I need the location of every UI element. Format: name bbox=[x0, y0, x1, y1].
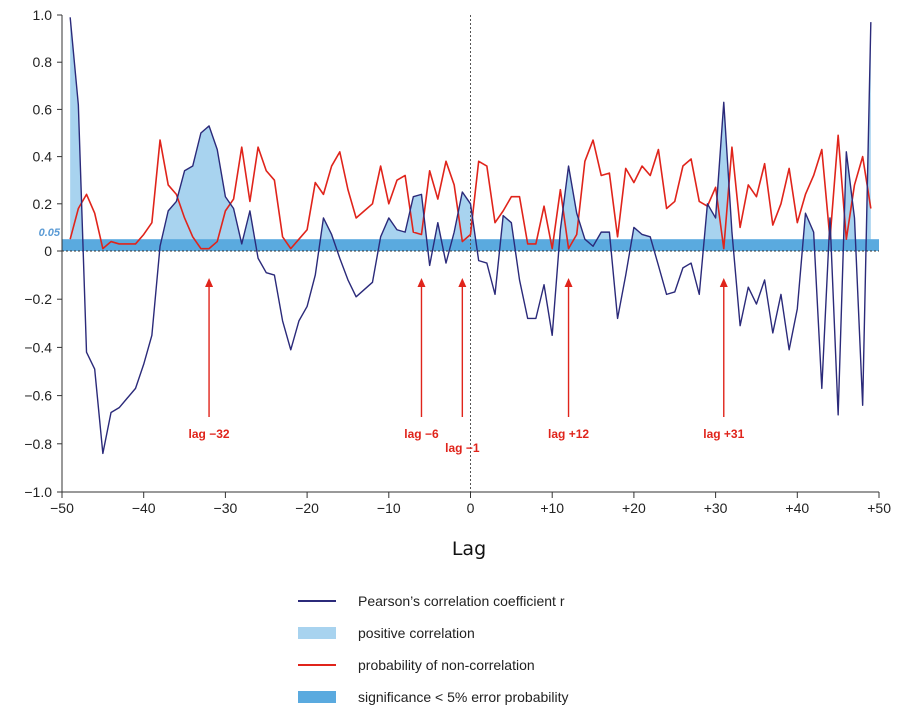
y-tick-label: 0.2 bbox=[33, 196, 53, 212]
annotation-arrowhead bbox=[564, 278, 573, 287]
x-tick-label: −50 bbox=[50, 500, 74, 516]
x-tick-label: +40 bbox=[785, 500, 809, 516]
x-tick-label: −20 bbox=[295, 500, 319, 516]
y-tick-label: 0.6 bbox=[33, 101, 53, 117]
x-tick-label: +50 bbox=[867, 500, 891, 516]
axes: 1.0 0.8 0.6 0.4 0.2 0 −0.2 −0.4 −0.6 −0.8 −1.0−50 −… bbox=[24, 7, 891, 560]
y-tick-label: −0.2 bbox=[24, 291, 52, 307]
annotation-arrowhead bbox=[719, 278, 728, 287]
annotation-label: lag +12 bbox=[548, 427, 589, 441]
y-tick-label: 0 bbox=[44, 243, 52, 259]
annotation-label: lag +31 bbox=[703, 427, 744, 441]
x-tick-label: 0 bbox=[467, 500, 475, 516]
legend-label: significance < 5% error probability bbox=[358, 689, 569, 705]
x-tick-label: −10 bbox=[377, 500, 401, 516]
annotation-label: lag −6 bbox=[404, 427, 439, 441]
y-tick-label: −0.4 bbox=[24, 339, 52, 355]
x-tick-label: +10 bbox=[540, 500, 564, 516]
y-tick-label: 0.8 bbox=[33, 54, 53, 70]
y-tick-label: −1.0 bbox=[24, 484, 52, 500]
significance-band-group: 0.05 bbox=[39, 227, 879, 251]
x-tick-label: +20 bbox=[622, 500, 646, 516]
significance-label: 0.05 bbox=[39, 227, 61, 239]
annotation-label: lag −32 bbox=[189, 427, 230, 441]
y-tick-label: 1.0 bbox=[33, 7, 53, 23]
annotation-arrowhead bbox=[205, 278, 214, 287]
x-tick-label: −30 bbox=[214, 500, 238, 516]
series-line-probability bbox=[69, 134, 872, 250]
y-tick-label: −0.8 bbox=[24, 436, 52, 452]
x-tick-label: −40 bbox=[132, 500, 156, 516]
legend-label: probability of non-correlation bbox=[358, 657, 535, 673]
x-axis-label: Lag bbox=[452, 538, 486, 560]
legend-swatch-box bbox=[298, 691, 336, 703]
significance-band bbox=[62, 239, 879, 251]
annotation-arrowhead bbox=[417, 278, 426, 287]
annotation-arrowhead bbox=[458, 278, 467, 287]
annotation-label: lag −1 bbox=[445, 441, 480, 455]
y-tick-label: 0.4 bbox=[33, 149, 53, 165]
series-lines bbox=[69, 17, 872, 455]
legend-label: positive correlation bbox=[358, 625, 475, 641]
annotations: lag −32 lag −6 lag −1 lag +12 lag +31 bbox=[189, 278, 745, 455]
legend-swatch-box bbox=[298, 627, 336, 639]
y-tick-label: −0.6 bbox=[24, 388, 52, 404]
legend-label: Pearson’s correlation coefficient r bbox=[358, 593, 565, 609]
legend: Pearson’s correlation coefficient r posit… bbox=[298, 593, 569, 705]
x-tick-label: +30 bbox=[704, 500, 728, 516]
series-line-pearson bbox=[69, 17, 872, 455]
